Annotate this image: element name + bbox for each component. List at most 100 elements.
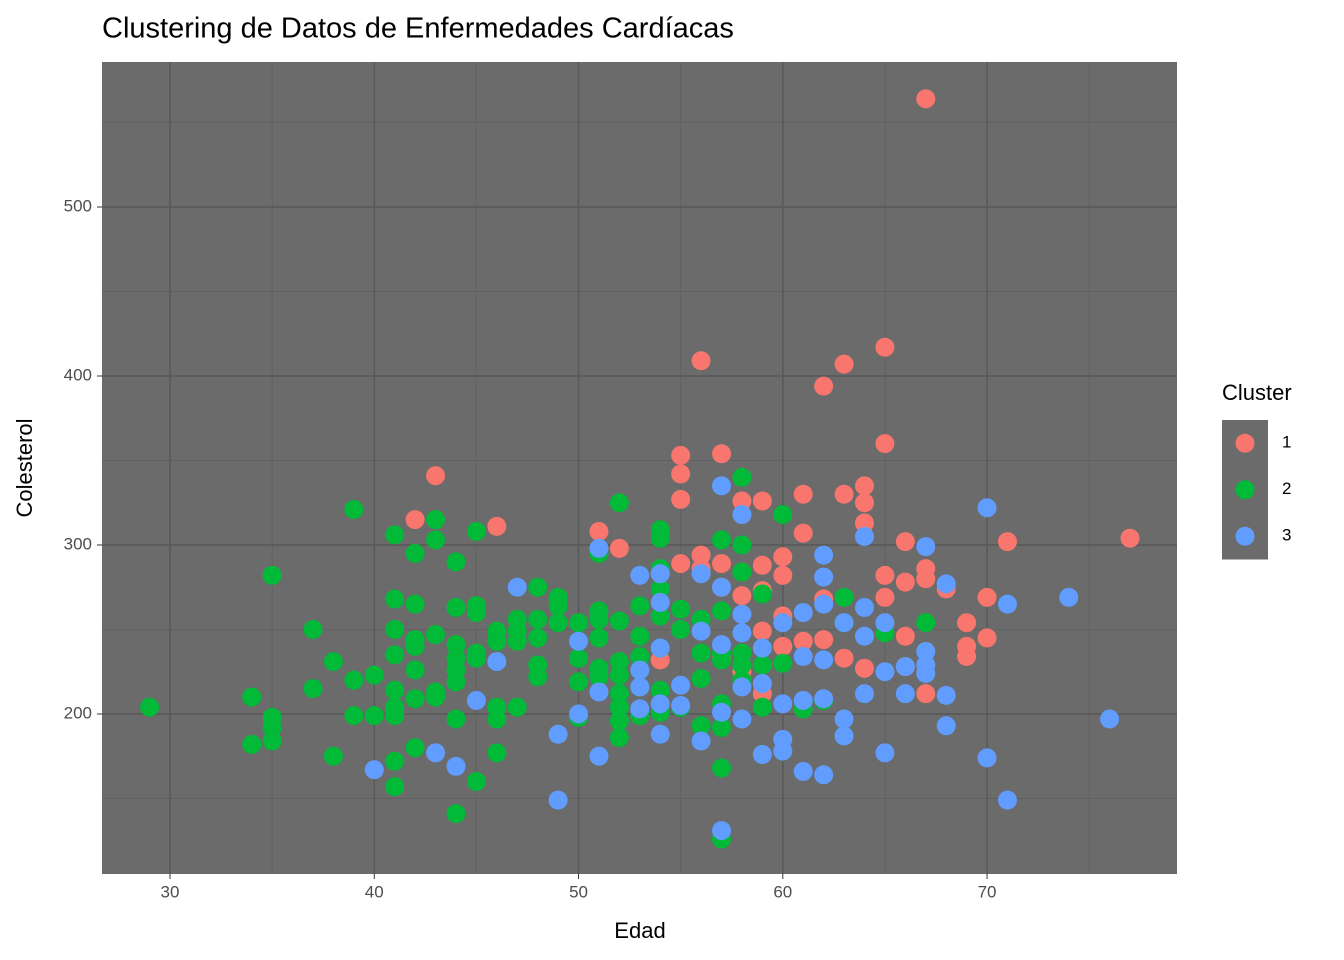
point xyxy=(916,613,936,633)
point xyxy=(732,491,752,511)
y-tick-label: 500 xyxy=(64,196,92,215)
point xyxy=(936,574,956,594)
point xyxy=(916,569,936,589)
point xyxy=(507,577,527,597)
point xyxy=(814,689,834,709)
point xyxy=(385,751,405,771)
point xyxy=(630,660,650,680)
point xyxy=(242,734,262,754)
point xyxy=(712,702,732,722)
point xyxy=(426,743,446,763)
point xyxy=(609,711,629,731)
point xyxy=(364,760,384,780)
point xyxy=(936,685,956,705)
point xyxy=(977,628,997,648)
point xyxy=(773,505,793,525)
legend-marker xyxy=(1235,480,1255,500)
point xyxy=(895,532,915,552)
point xyxy=(405,510,425,530)
point xyxy=(691,643,711,663)
point xyxy=(589,538,609,558)
legend-label: 2 xyxy=(1282,479,1291,498)
point xyxy=(446,709,466,729)
point xyxy=(814,630,834,650)
point xyxy=(671,554,691,574)
point xyxy=(712,758,732,778)
point xyxy=(671,445,691,465)
point xyxy=(895,684,915,704)
point xyxy=(344,706,364,726)
point xyxy=(405,660,425,680)
point xyxy=(997,790,1017,810)
point xyxy=(548,596,568,616)
point xyxy=(732,623,752,643)
point xyxy=(589,667,609,687)
point xyxy=(712,577,732,597)
point xyxy=(650,606,670,626)
point xyxy=(630,699,650,719)
point xyxy=(528,628,548,648)
point xyxy=(936,716,956,736)
point xyxy=(446,552,466,572)
point xyxy=(773,741,793,761)
point xyxy=(589,609,609,629)
point xyxy=(814,594,834,614)
point xyxy=(834,648,854,668)
point xyxy=(691,731,711,751)
point xyxy=(732,535,752,555)
point xyxy=(752,584,772,604)
point xyxy=(712,601,732,621)
point xyxy=(385,706,405,726)
point xyxy=(793,603,813,623)
point xyxy=(405,594,425,614)
point xyxy=(834,709,854,729)
point xyxy=(405,689,425,709)
point xyxy=(609,652,629,672)
point xyxy=(671,489,691,509)
point xyxy=(875,613,895,633)
point xyxy=(609,697,629,717)
point xyxy=(385,777,405,797)
point xyxy=(528,667,548,687)
point xyxy=(487,743,507,763)
series-points xyxy=(364,476,1120,841)
point xyxy=(732,677,752,697)
point xyxy=(997,532,1017,552)
point xyxy=(997,594,1017,614)
point xyxy=(752,697,772,717)
x-axis-title: Edad xyxy=(614,918,665,943)
point xyxy=(732,467,752,487)
point xyxy=(1120,528,1140,548)
point xyxy=(814,376,834,396)
point xyxy=(793,647,813,667)
point xyxy=(752,555,772,575)
point xyxy=(834,587,854,607)
point xyxy=(303,679,323,699)
y-tick-label: 200 xyxy=(64,703,92,722)
point xyxy=(773,613,793,633)
point xyxy=(569,648,589,668)
point xyxy=(732,655,752,675)
point xyxy=(854,513,874,533)
point xyxy=(854,626,874,646)
point xyxy=(977,748,997,768)
point xyxy=(712,821,732,841)
point xyxy=(466,521,486,541)
point xyxy=(609,611,629,631)
point xyxy=(466,690,486,710)
point xyxy=(691,716,711,736)
point xyxy=(650,638,670,658)
point xyxy=(385,619,405,639)
point xyxy=(262,731,282,751)
point xyxy=(977,498,997,518)
point xyxy=(630,647,650,667)
point xyxy=(854,598,874,618)
point xyxy=(957,613,977,633)
legend-label: 1 xyxy=(1282,433,1291,452)
y-tick-label: 400 xyxy=(64,365,92,384)
x-tick-label: 40 xyxy=(365,882,384,901)
legend-marker xyxy=(1235,433,1255,453)
point xyxy=(895,572,915,592)
point xyxy=(385,525,405,545)
point xyxy=(262,565,282,585)
